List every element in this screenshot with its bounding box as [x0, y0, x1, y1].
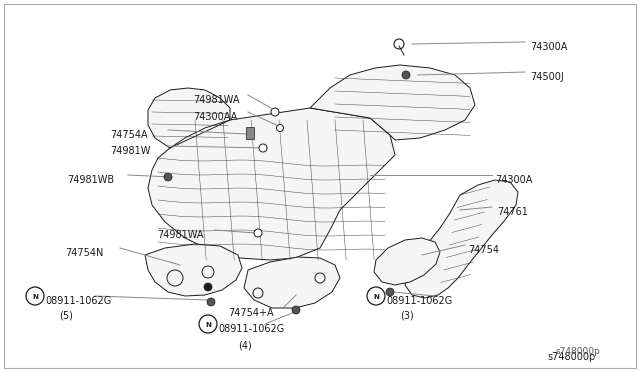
Text: N: N [32, 294, 38, 300]
Text: 74981WA: 74981WA [193, 95, 239, 105]
Circle shape [204, 283, 212, 291]
Text: 74300A: 74300A [530, 42, 568, 52]
Text: N: N [373, 294, 379, 300]
Circle shape [199, 315, 217, 333]
Bar [246, 127, 254, 139]
Text: 74754A: 74754A [110, 130, 148, 140]
Text: 74981WB: 74981WB [67, 175, 114, 185]
Text: (4): (4) [238, 340, 252, 350]
Circle shape [292, 306, 300, 314]
Text: 08911-1062G: 08911-1062G [218, 324, 284, 334]
Text: 08911-1062G: 08911-1062G [45, 296, 111, 306]
Text: (5): (5) [59, 311, 73, 321]
Circle shape [254, 229, 262, 237]
Circle shape [207, 298, 215, 306]
Circle shape [367, 287, 385, 305]
Text: 74761: 74761 [497, 207, 528, 217]
Text: 74500J: 74500J [530, 72, 564, 82]
Polygon shape [310, 65, 475, 140]
Circle shape [402, 71, 410, 79]
Circle shape [259, 144, 267, 152]
Polygon shape [148, 108, 395, 260]
Text: s748000p: s748000p [548, 352, 596, 362]
Circle shape [271, 108, 279, 116]
Polygon shape [145, 244, 242, 296]
Text: 08911-1062G: 08911-1062G [386, 296, 452, 306]
Polygon shape [148, 88, 230, 148]
Text: 74981WA: 74981WA [157, 230, 204, 240]
Text: 74754: 74754 [468, 245, 499, 255]
Circle shape [276, 125, 284, 131]
Text: 74754N: 74754N [65, 248, 104, 258]
Text: 74981W: 74981W [110, 146, 150, 156]
Text: s748000p: s748000p [556, 347, 600, 356]
Text: 74300A: 74300A [495, 175, 532, 185]
Circle shape [26, 287, 44, 305]
Polygon shape [405, 180, 518, 298]
Polygon shape [374, 238, 440, 285]
Text: 74300AA: 74300AA [193, 112, 237, 122]
Circle shape [386, 288, 394, 296]
Text: 74754+A: 74754+A [228, 308, 274, 318]
Circle shape [164, 173, 172, 181]
Text: N: N [205, 322, 211, 328]
Text: (3): (3) [400, 311, 413, 321]
Polygon shape [244, 257, 340, 308]
